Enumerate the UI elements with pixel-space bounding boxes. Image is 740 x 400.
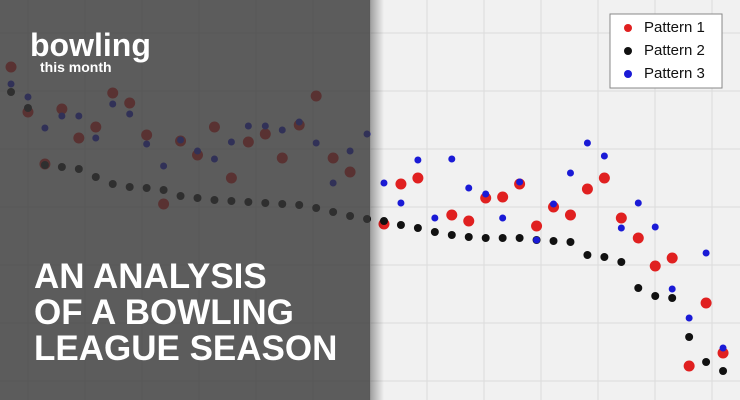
- point: [516, 178, 524, 186]
- point: [600, 152, 608, 160]
- point: [685, 314, 693, 322]
- point: [617, 224, 625, 232]
- point: [431, 214, 439, 222]
- legend-label: Pattern 3: [644, 65, 705, 82]
- legend-label: Pattern 2: [644, 42, 705, 59]
- point: [566, 238, 575, 246]
- point: [464, 233, 473, 241]
- point: [702, 249, 710, 257]
- point: [581, 183, 593, 195]
- point: [397, 199, 405, 207]
- point: [683, 360, 695, 372]
- point: [414, 156, 422, 164]
- point: [632, 232, 644, 244]
- point: [566, 169, 574, 177]
- point: [448, 155, 456, 163]
- point: [615, 212, 627, 224]
- point: [651, 292, 660, 300]
- point: [396, 221, 405, 229]
- point: [617, 258, 626, 266]
- legend-marker: [624, 70, 632, 78]
- point: [634, 284, 643, 292]
- point: [550, 200, 558, 208]
- point: [412, 172, 424, 184]
- point: [531, 220, 543, 232]
- point: [498, 234, 507, 242]
- point: [549, 237, 558, 245]
- point: [482, 190, 490, 198]
- point: [447, 231, 456, 239]
- point: [717, 347, 729, 359]
- point: [463, 215, 475, 227]
- dark-overlay: [0, 0, 370, 400]
- headline-line: LEAGUE SEASON: [34, 329, 337, 368]
- point: [685, 333, 694, 341]
- overlay-shadow: [370, 0, 384, 400]
- point: [446, 209, 458, 221]
- point: [583, 139, 591, 147]
- point: [481, 234, 490, 242]
- point: [651, 223, 659, 231]
- point: [497, 191, 509, 203]
- legend: Pattern 1 Pattern 2 Pattern 3: [609, 13, 723, 89]
- headline-line: OF A BOWLING: [34, 293, 294, 332]
- point: [634, 199, 642, 207]
- legend-marker: [624, 47, 632, 55]
- logo-name: bowling: [30, 27, 151, 63]
- headline-line: AN ANALYSIS: [34, 257, 267, 296]
- point: [600, 253, 609, 261]
- point: [395, 178, 407, 190]
- point: [533, 236, 541, 244]
- point: [583, 251, 592, 259]
- point: [700, 297, 712, 309]
- point: [515, 234, 524, 242]
- legend-label: Pattern 1: [644, 19, 705, 36]
- point: [668, 285, 676, 293]
- point: [413, 224, 422, 232]
- point: [719, 367, 728, 375]
- point: [430, 228, 439, 236]
- point: [564, 209, 576, 221]
- point: [465, 184, 473, 192]
- point: [499, 214, 507, 222]
- legend-marker: [624, 24, 632, 32]
- point: [668, 294, 677, 302]
- point: [666, 252, 678, 264]
- point: [702, 358, 711, 366]
- logo-tagline: this month: [40, 59, 112, 75]
- point: [598, 172, 610, 184]
- point: [649, 260, 661, 272]
- point: [719, 344, 727, 352]
